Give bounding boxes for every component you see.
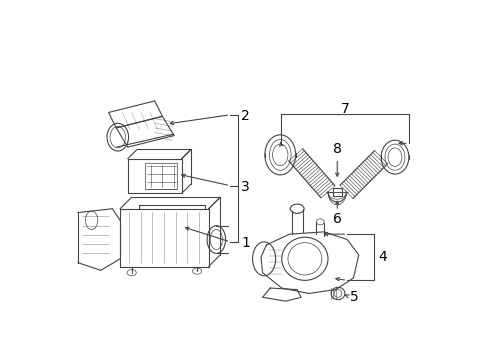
Text: 8: 8 (332, 143, 341, 157)
Text: 3: 3 (241, 180, 249, 194)
Text: 2: 2 (241, 109, 249, 123)
Text: 1: 1 (241, 237, 249, 251)
Text: 6: 6 (332, 212, 341, 226)
Text: 7: 7 (340, 102, 348, 116)
Text: 4: 4 (377, 250, 386, 264)
Text: 5: 5 (349, 290, 358, 304)
